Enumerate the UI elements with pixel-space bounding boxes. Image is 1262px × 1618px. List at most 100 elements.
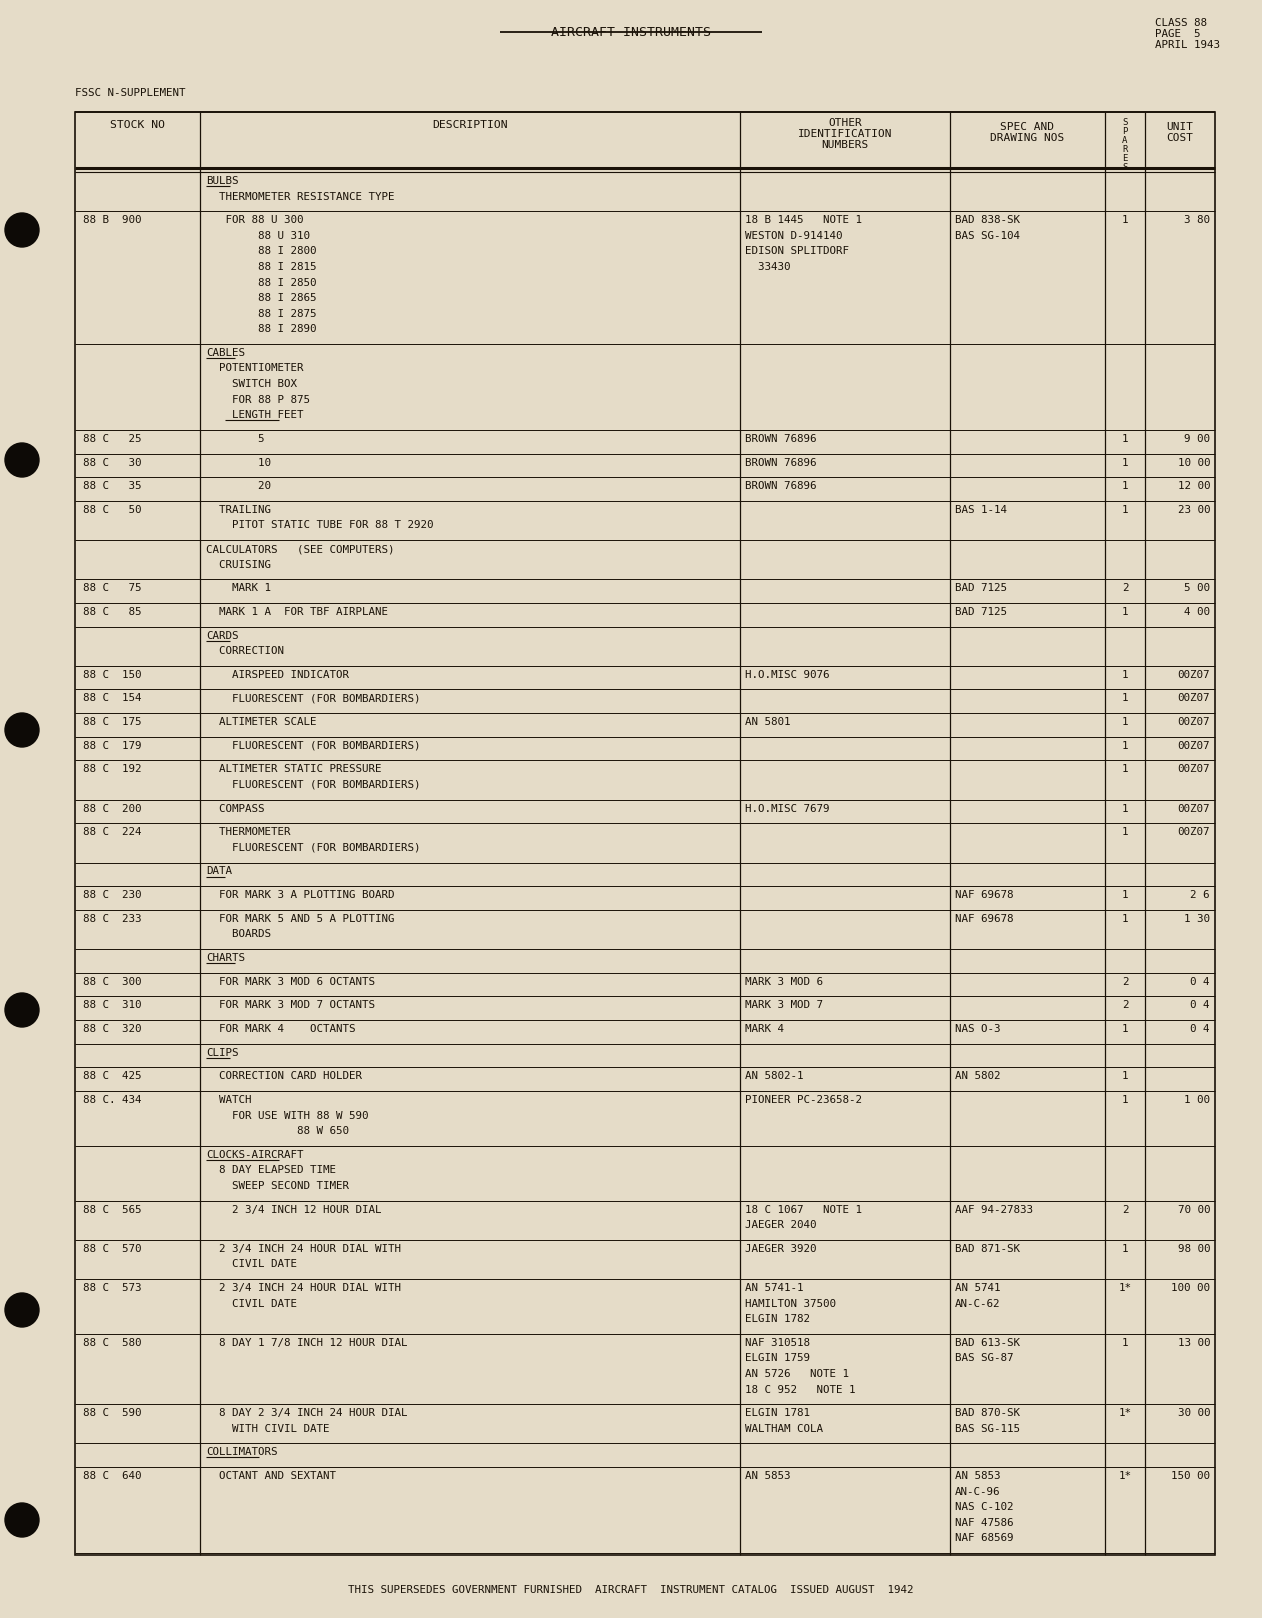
Text: MARK 1 A  FOR TBF AIRPLANE: MARK 1 A FOR TBF AIRPLANE	[206, 607, 387, 616]
Text: 33430: 33430	[745, 262, 790, 272]
Text: 88 C   25: 88 C 25	[83, 434, 141, 443]
Text: 13 00: 13 00	[1177, 1338, 1210, 1348]
Text: FOR USE WITH 88 W 590: FOR USE WITH 88 W 590	[206, 1110, 369, 1121]
Text: AN 5802-1: AN 5802-1	[745, 1071, 804, 1081]
Text: BAD 613-SK: BAD 613-SK	[955, 1338, 1020, 1348]
Text: 8 DAY 1 7/8 INCH 12 HOUR DIAL: 8 DAY 1 7/8 INCH 12 HOUR DIAL	[206, 1338, 408, 1348]
Text: MARK 4: MARK 4	[745, 1024, 784, 1034]
Text: NAF 68569: NAF 68569	[955, 1534, 1013, 1544]
Text: 1: 1	[1122, 1024, 1128, 1034]
Text: BROWN 76896: BROWN 76896	[745, 481, 817, 492]
Text: H.O.MISC 9076: H.O.MISC 9076	[745, 670, 829, 680]
Text: 98 00: 98 00	[1177, 1244, 1210, 1254]
Text: H.O.MISC 7679: H.O.MISC 7679	[745, 804, 829, 814]
Text: 1: 1	[1122, 914, 1128, 924]
Text: CIVIL DATE: CIVIL DATE	[206, 1259, 297, 1270]
Text: 150 00: 150 00	[1171, 1471, 1210, 1480]
Text: PIONEER PC-23658-2: PIONEER PC-23658-2	[745, 1095, 862, 1105]
Text: 1 00: 1 00	[1184, 1095, 1210, 1105]
Text: FOR MARK 5 AND 5 A PLOTTING: FOR MARK 5 AND 5 A PLOTTING	[206, 914, 395, 924]
Text: CIVIL DATE: CIVIL DATE	[206, 1299, 297, 1309]
Circle shape	[5, 1503, 39, 1537]
Text: 88 I 2875: 88 I 2875	[206, 309, 317, 319]
Text: 1: 1	[1122, 215, 1128, 225]
Text: 5 00: 5 00	[1184, 582, 1210, 594]
Text: POTENTIOMETER: POTENTIOMETER	[206, 364, 303, 374]
Text: 2 3/4 INCH 24 HOUR DIAL WITH: 2 3/4 INCH 24 HOUR DIAL WITH	[206, 1283, 401, 1293]
Text: CRUISING: CRUISING	[206, 560, 271, 570]
Text: 88 C  640: 88 C 640	[83, 1471, 141, 1480]
Text: 88 C  150: 88 C 150	[83, 670, 141, 680]
Text: AN 5741-1: AN 5741-1	[745, 1283, 804, 1293]
Text: 88 C  573: 88 C 573	[83, 1283, 141, 1293]
Text: 9 00: 9 00	[1184, 434, 1210, 443]
Text: 1: 1	[1122, 505, 1128, 515]
Text: OTHER: OTHER	[828, 118, 862, 128]
Text: 00Z07: 00Z07	[1177, 764, 1210, 775]
Text: CARDS: CARDS	[206, 631, 239, 641]
Text: 88 U 310: 88 U 310	[206, 231, 310, 241]
Text: FOR MARK 3 MOD 6 OCTANTS: FOR MARK 3 MOD 6 OCTANTS	[206, 977, 375, 987]
Text: AN 5741: AN 5741	[955, 1283, 1001, 1293]
Text: FOR 88 U 300: FOR 88 U 300	[206, 215, 303, 225]
Text: 1*: 1*	[1118, 1471, 1132, 1480]
Text: 8 DAY 2 3/4 INCH 24 HOUR DIAL: 8 DAY 2 3/4 INCH 24 HOUR DIAL	[206, 1408, 408, 1417]
Text: APRIL 1943: APRIL 1943	[1155, 40, 1220, 50]
Text: 88 C  590: 88 C 590	[83, 1408, 141, 1417]
Text: FLUORESCENT (FOR BOMBARDIERS): FLUORESCENT (FOR BOMBARDIERS)	[206, 780, 420, 790]
Text: S: S	[1122, 163, 1128, 172]
Text: NAF 47586: NAF 47586	[955, 1518, 1013, 1527]
Text: 18 C 1067   NOTE 1: 18 C 1067 NOTE 1	[745, 1204, 862, 1215]
Text: 88 I 2865: 88 I 2865	[206, 293, 317, 303]
Text: 88 C. 434: 88 C. 434	[83, 1095, 141, 1105]
Text: LENGTH FEET: LENGTH FEET	[206, 411, 303, 421]
Text: 2 3/4 INCH 12 HOUR DIAL: 2 3/4 INCH 12 HOUR DIAL	[206, 1204, 381, 1215]
Text: 2: 2	[1122, 977, 1128, 987]
Text: NAF 69678: NAF 69678	[955, 914, 1013, 924]
Text: BROWN 76896: BROWN 76896	[745, 434, 817, 443]
Circle shape	[5, 214, 39, 248]
Text: WATCH: WATCH	[206, 1095, 251, 1105]
Text: MARK 1: MARK 1	[206, 582, 271, 594]
Text: PITOT STATIC TUBE FOR 88 T 2920: PITOT STATIC TUBE FOR 88 T 2920	[206, 521, 434, 531]
Text: 00Z07: 00Z07	[1177, 804, 1210, 814]
Text: TRAILING: TRAILING	[206, 505, 271, 515]
Text: 1: 1	[1122, 741, 1128, 751]
Text: SWITCH BOX: SWITCH BOX	[206, 379, 297, 388]
Text: NAS C-102: NAS C-102	[955, 1502, 1013, 1513]
Circle shape	[5, 714, 39, 748]
Text: 2: 2	[1122, 1204, 1128, 1215]
Text: S: S	[1122, 118, 1128, 126]
Text: ALTIMETER SCALE: ALTIMETER SCALE	[206, 717, 317, 726]
Text: BAD 871-SK: BAD 871-SK	[955, 1244, 1020, 1254]
Text: BAD 7125: BAD 7125	[955, 582, 1007, 594]
Text: BAD 838-SK: BAD 838-SK	[955, 215, 1020, 225]
Text: 1 30: 1 30	[1184, 914, 1210, 924]
Text: WALTHAM COLA: WALTHAM COLA	[745, 1424, 823, 1434]
Text: BROWN 76896: BROWN 76896	[745, 458, 817, 468]
Text: ELGIN 1781: ELGIN 1781	[745, 1408, 810, 1417]
Text: 1: 1	[1122, 1071, 1128, 1081]
Text: 88 C  570: 88 C 570	[83, 1244, 141, 1254]
Text: AAF 94-27833: AAF 94-27833	[955, 1204, 1034, 1215]
Text: 4 00: 4 00	[1184, 607, 1210, 616]
Text: THERMOMETER: THERMOMETER	[206, 827, 290, 837]
Text: 10: 10	[206, 458, 271, 468]
Text: 1*: 1*	[1118, 1283, 1132, 1293]
Text: AN 5801: AN 5801	[745, 717, 790, 726]
Text: 1: 1	[1122, 694, 1128, 704]
Text: 88 C  310: 88 C 310	[83, 1000, 141, 1010]
Text: FOR MARK 3 A PLOTTING BOARD: FOR MARK 3 A PLOTTING BOARD	[206, 890, 395, 900]
Text: CLIPS: CLIPS	[206, 1047, 239, 1058]
Text: BAS SG-115: BAS SG-115	[955, 1424, 1020, 1434]
Text: 1: 1	[1122, 827, 1128, 837]
Text: 00Z07: 00Z07	[1177, 717, 1210, 726]
Text: WITH CIVIL DATE: WITH CIVIL DATE	[206, 1424, 329, 1434]
Text: 23 00: 23 00	[1177, 505, 1210, 515]
Text: 88 C   50: 88 C 50	[83, 505, 141, 515]
Text: 88 C  175: 88 C 175	[83, 717, 141, 726]
Text: SPEC AND: SPEC AND	[1000, 121, 1054, 133]
Text: DRAWING NOS: DRAWING NOS	[989, 133, 1064, 142]
Text: 1: 1	[1122, 607, 1128, 616]
Text: CORRECTION CARD HOLDER: CORRECTION CARD HOLDER	[206, 1071, 362, 1081]
